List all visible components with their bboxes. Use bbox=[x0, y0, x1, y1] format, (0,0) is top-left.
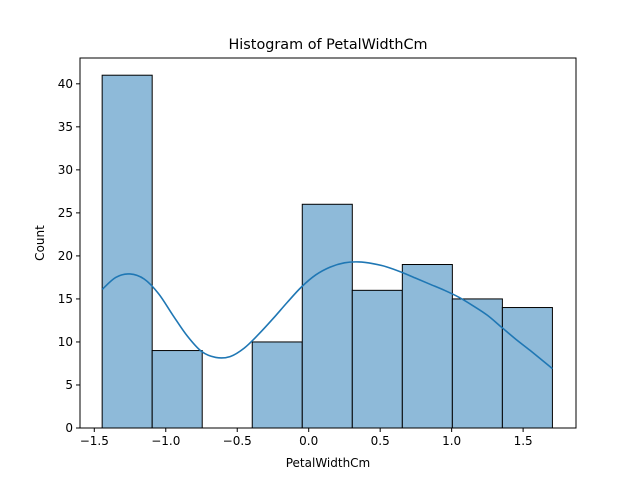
plot-frame bbox=[79, 57, 577, 429]
y-tick-label: 30 bbox=[58, 163, 73, 177]
x-tick-label: −1.0 bbox=[151, 434, 180, 448]
x-axis-label: PetalWidthCm bbox=[286, 456, 371, 470]
y-tick-label: 10 bbox=[58, 335, 73, 349]
histogram-bar bbox=[251, 341, 303, 429]
y-tick-label: 15 bbox=[58, 292, 73, 306]
x-tick-label: 0.5 bbox=[371, 434, 390, 448]
histogram-bar bbox=[301, 203, 353, 429]
y-tick-label: 0 bbox=[65, 421, 73, 435]
histogram-bar bbox=[401, 264, 453, 429]
y-tick-label: 5 bbox=[65, 378, 73, 392]
x-axis: −1.5 −1.0 −0.5 0.0 0.5 1.0 1.5 bbox=[80, 428, 533, 448]
histogram-bar bbox=[451, 298, 503, 429]
x-tick-label: −0.5 bbox=[223, 434, 252, 448]
kde-group bbox=[101, 261, 553, 370]
x-tick-label: 0.0 bbox=[299, 434, 318, 448]
y-tick-label: 20 bbox=[58, 249, 73, 263]
x-tick-label: −1.5 bbox=[80, 434, 109, 448]
histogram-bar bbox=[101, 74, 153, 429]
y-axis-label: Count bbox=[33, 225, 47, 261]
y-tick-label: 25 bbox=[58, 206, 73, 220]
histogram-bar bbox=[151, 350, 203, 429]
x-tick-label: 1.0 bbox=[442, 434, 461, 448]
histogram-bar bbox=[351, 289, 403, 429]
x-tick-label: 1.5 bbox=[514, 434, 533, 448]
y-tick-label: 40 bbox=[58, 77, 73, 91]
bars-group bbox=[101, 74, 553, 429]
histogram-bar bbox=[501, 307, 553, 429]
chart-title: Histogram of PetalWidthCm bbox=[228, 37, 427, 53]
y-axis: 0 5 10 15 20 25 30 35 40 bbox=[58, 77, 80, 435]
y-tick-label: 35 bbox=[58, 120, 73, 134]
kde-line bbox=[101, 261, 553, 370]
